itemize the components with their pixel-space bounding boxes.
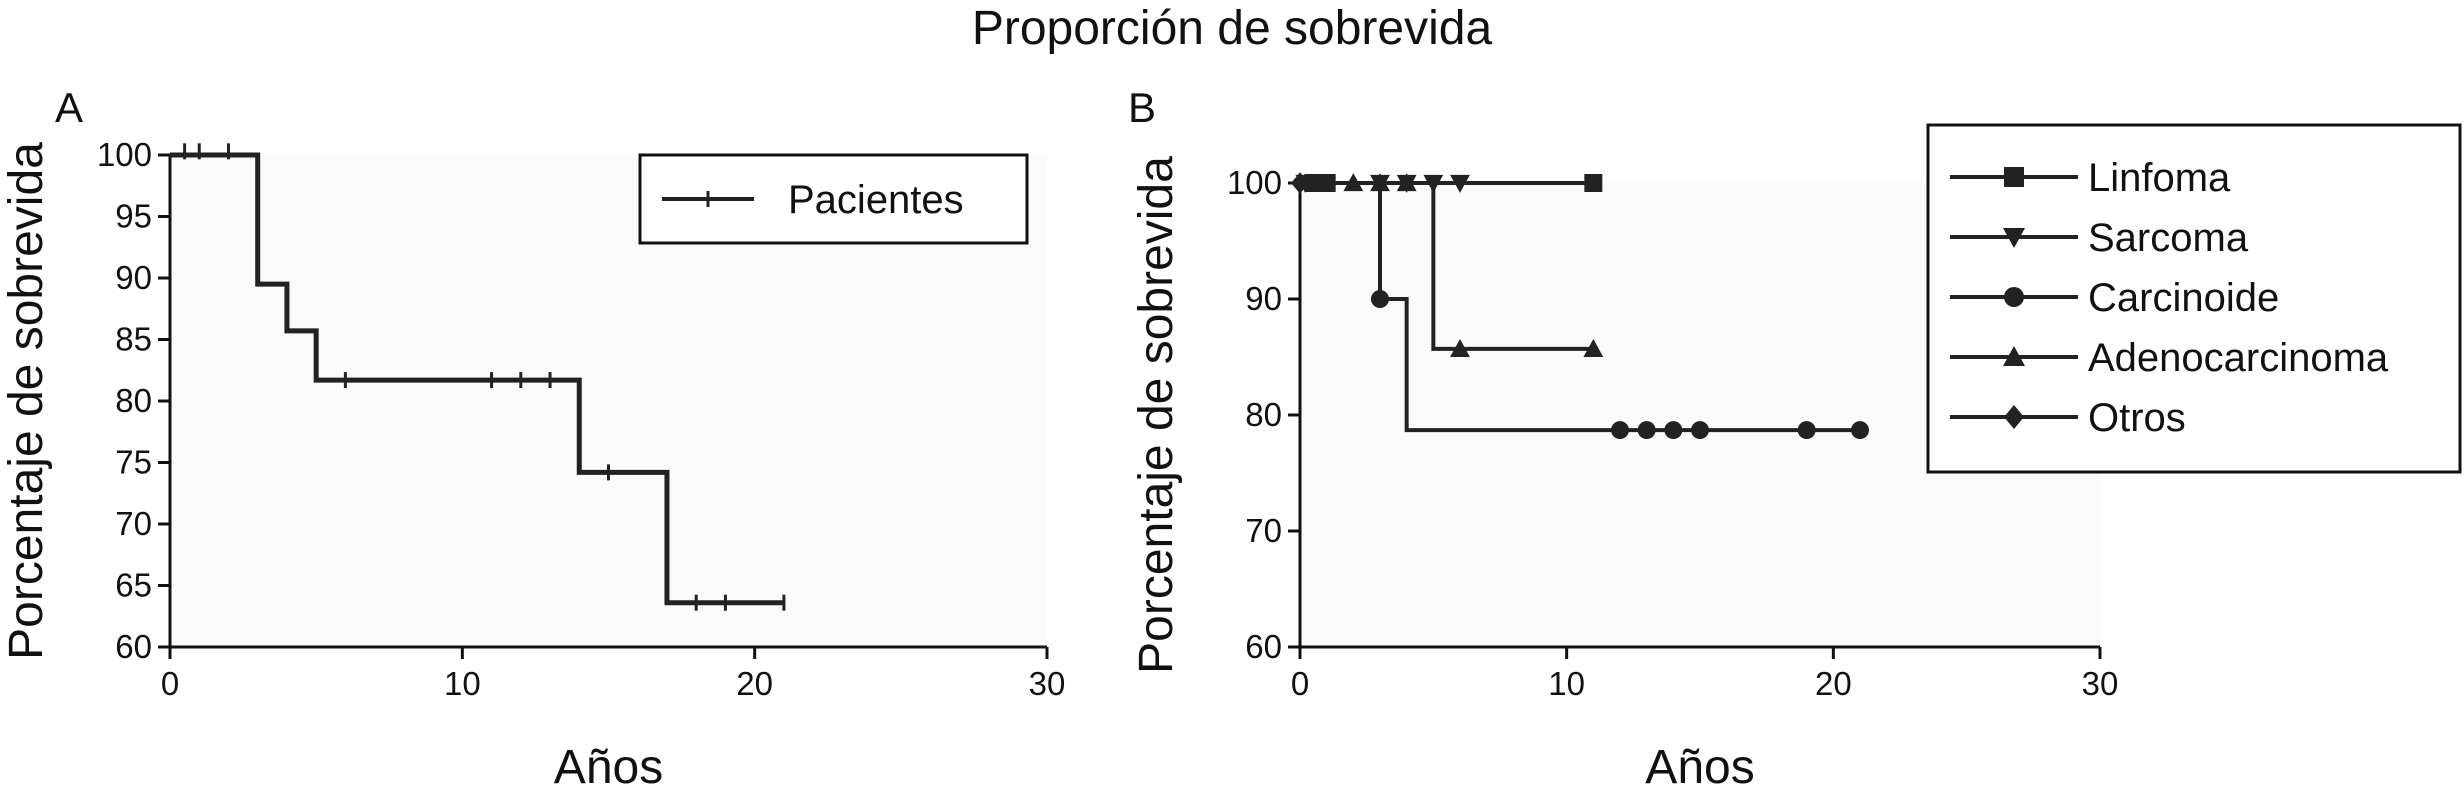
legend-item: Carcinoide bbox=[1950, 276, 2279, 320]
legend-label: Carcinoide bbox=[2088, 276, 2279, 320]
x-tick-label: 10 bbox=[444, 665, 481, 702]
x-tick-label: 0 bbox=[1291, 665, 1309, 702]
data-point-marker bbox=[1583, 338, 1604, 357]
y-tick-label: 60 bbox=[1245, 628, 1282, 665]
legend-marker bbox=[2003, 346, 2025, 366]
data-point-marker bbox=[1450, 174, 1470, 193]
data-point-marker bbox=[1584, 174, 1603, 192]
y-tick-label: 70 bbox=[1245, 512, 1282, 549]
panel-letter: A bbox=[55, 84, 83, 131]
x-tick-label: 30 bbox=[1029, 665, 1066, 702]
data-point-marker bbox=[1637, 421, 1656, 440]
x-tick-label: 10 bbox=[1548, 665, 1585, 702]
x-tick-label: 20 bbox=[1815, 665, 1852, 702]
data-point-marker bbox=[1370, 173, 1390, 192]
data-point-marker bbox=[1851, 421, 1869, 440]
legend-marker bbox=[2004, 405, 2024, 429]
survival-step-line bbox=[170, 152, 784, 606]
legend-item: Otros bbox=[1950, 396, 2186, 440]
legend-item: Pacientes bbox=[662, 178, 964, 222]
data-point-marker bbox=[1450, 338, 1470, 357]
series-adenocarcinoma bbox=[1300, 173, 1604, 357]
y-tick-label: 70 bbox=[115, 505, 152, 542]
legend-marker bbox=[2004, 167, 2024, 187]
legend-label: Sarcoma bbox=[2088, 216, 2249, 260]
y-tick-label: 95 bbox=[115, 198, 152, 235]
y-axis-title: Porcentaje de sobrevida bbox=[1130, 156, 1183, 674]
y-tick-label: 90 bbox=[1245, 280, 1282, 317]
data-point-marker bbox=[1611, 421, 1629, 440]
panel-letter: B bbox=[1128, 84, 1156, 131]
legend-item: Sarcoma bbox=[1950, 216, 2249, 260]
series-pacientes bbox=[170, 143, 786, 611]
y-tick-label: 60 bbox=[115, 628, 152, 665]
data-point-marker bbox=[1343, 173, 1364, 192]
x-tick-label: 30 bbox=[2082, 665, 2119, 702]
data-point-marker bbox=[1396, 173, 1417, 192]
legend-label: Pacientes bbox=[788, 178, 964, 222]
legend-label: Adenocarcinoma bbox=[2088, 336, 2389, 380]
data-point-marker bbox=[1664, 421, 1683, 440]
series-otros bbox=[1291, 172, 1309, 194]
data-point-marker bbox=[1291, 172, 1309, 194]
x-axis-title: Años bbox=[1645, 741, 1754, 794]
y-tick-label: 75 bbox=[115, 444, 152, 481]
legend-marker bbox=[2003, 228, 2025, 248]
y-tick-label: 65 bbox=[115, 567, 152, 604]
legend: Pacientes bbox=[638, 153, 1029, 245]
legend-item: Adenocarcinoma bbox=[1950, 336, 2389, 380]
panel-a-chart: A 60 65 70 75 80 85 90 95 100 0 10 20 30 Años Porcentaj… bbox=[0, 84, 1065, 794]
figure-title: Proporción de sobrevida bbox=[972, 2, 1493, 55]
x-tick-label: 20 bbox=[736, 665, 773, 702]
legend-marker bbox=[2004, 287, 2024, 307]
legend: Linfoma Sarcoma Carcinoide Adenocarcinoma Ot… bbox=[1926, 123, 2462, 474]
y-tick-label: 85 bbox=[115, 321, 152, 358]
panel-b-chart: B 60 70 80 90 100 0 10 20 30 Años Porcentaje de sob… bbox=[1128, 84, 2462, 794]
x-axis-title: Años bbox=[554, 741, 663, 794]
data-point-marker bbox=[1797, 421, 1816, 440]
y-tick-label: 100 bbox=[97, 136, 152, 173]
x-tick-label: 0 bbox=[161, 665, 179, 702]
y-tick-label: 100 bbox=[1227, 164, 1282, 201]
y-tick-label: 80 bbox=[115, 382, 152, 419]
data-point-marker bbox=[1371, 290, 1389, 308]
y-tick-label: 80 bbox=[1245, 396, 1282, 433]
y-tick-label: 90 bbox=[115, 259, 152, 296]
survival-step-line bbox=[1300, 181, 1594, 351]
legend-item: Linfoma bbox=[1950, 156, 2231, 200]
legend-label: Otros bbox=[2088, 396, 2186, 440]
y-axis-title: Porcentaje de sobrevida bbox=[0, 142, 53, 660]
legend-label: Linfoma bbox=[2088, 156, 2231, 200]
data-point-marker bbox=[1691, 421, 1709, 440]
